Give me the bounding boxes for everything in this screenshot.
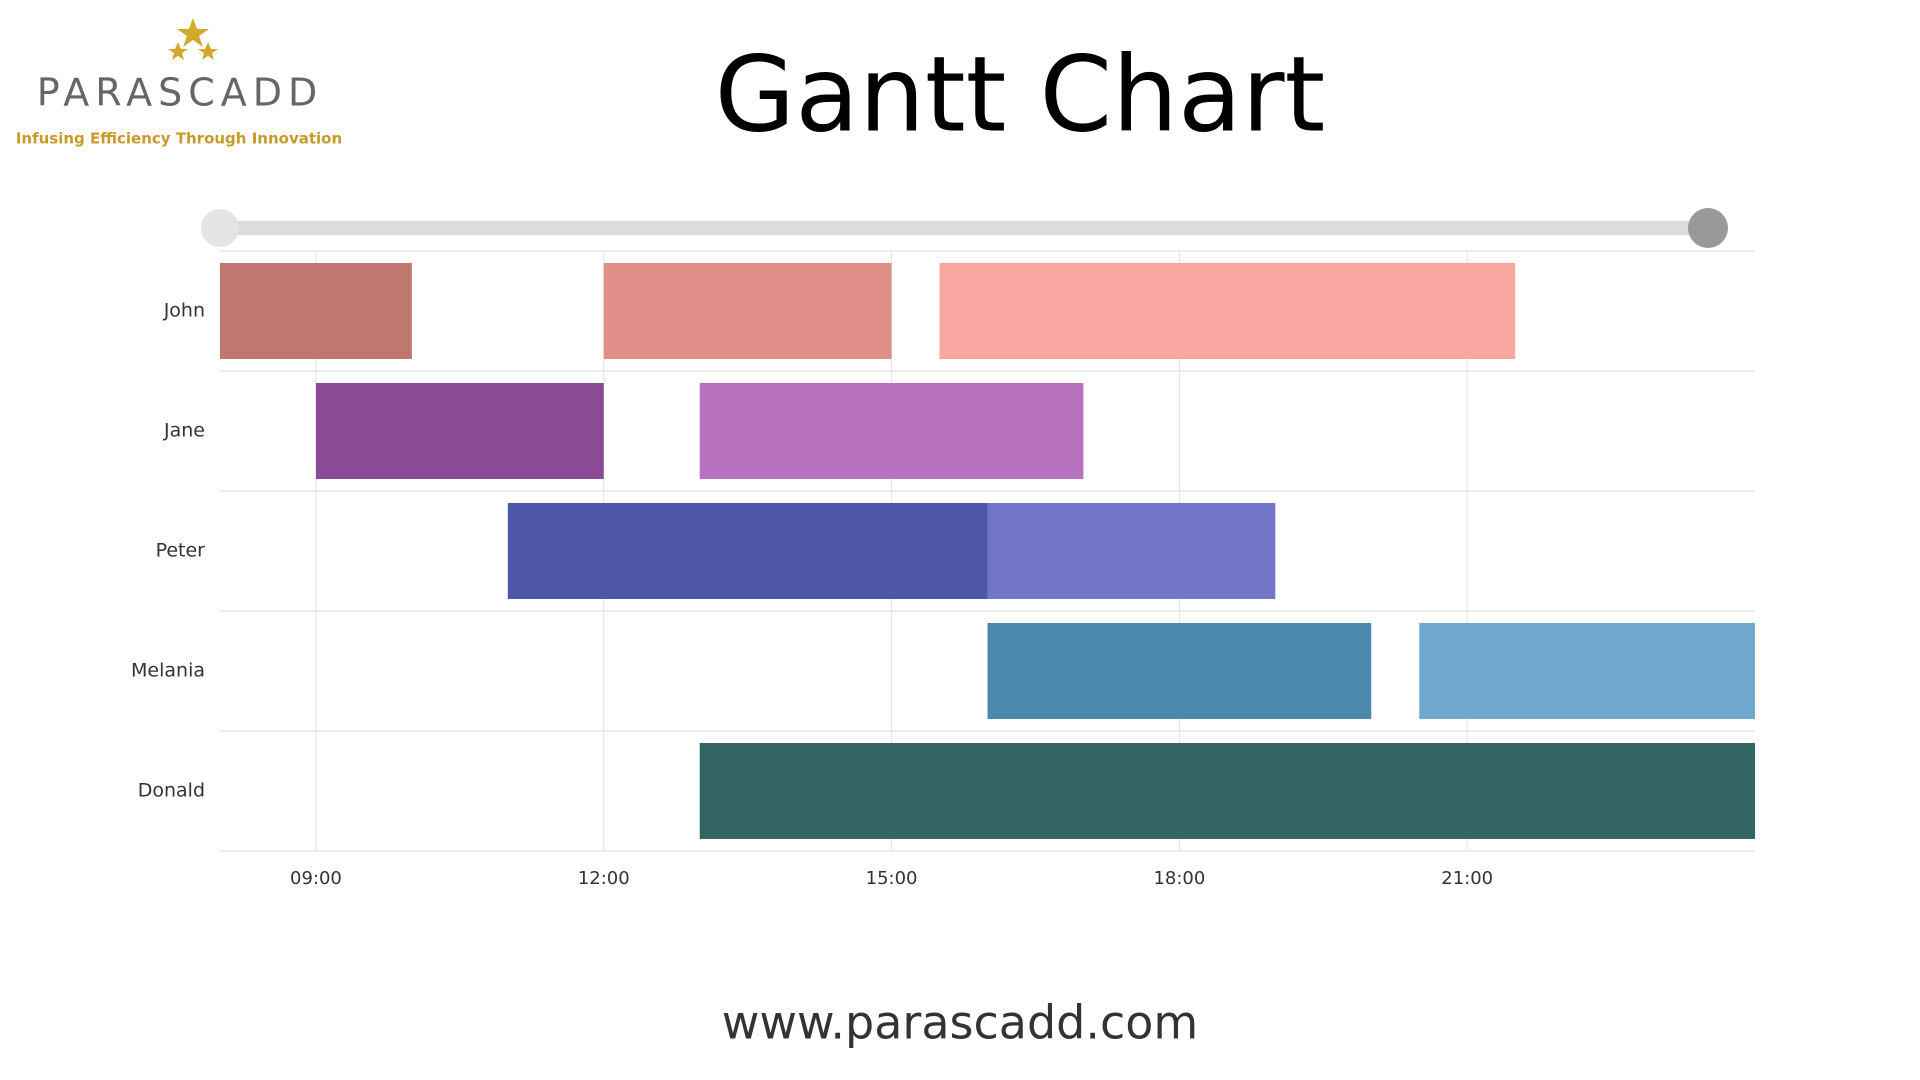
- plot: 09:00 12:00 15:00 18:00 21:00 John Jane Peter Me…: [131, 250, 1755, 889]
- logo-text: PARASCADD: [37, 71, 324, 115]
- x-tick-label: 09:00: [290, 868, 342, 889]
- x-tick-label: 15:00: [866, 868, 918, 889]
- logo-star: [198, 42, 218, 60]
- x-tick-label: 21:00: [1441, 868, 1493, 889]
- y-tick-label: Jane: [163, 420, 205, 442]
- logo-tagline: Infusing Efficiency Through Innovation: [16, 130, 342, 148]
- footer-url: www.parascadd.com: [722, 996, 1198, 1050]
- y-tick-label: Peter: [156, 540, 206, 562]
- y-tick-label: John: [163, 300, 205, 322]
- chart-title: Gantt Chart: [715, 33, 1326, 155]
- task-bar: [987, 623, 1372, 719]
- task-bar: [315, 383, 604, 479]
- x-tick-label: 12:00: [578, 868, 630, 889]
- task-bar: [507, 503, 988, 599]
- slider-handle[interactable]: [201, 209, 239, 247]
- logo-star: [168, 42, 188, 60]
- task-bar: [1419, 623, 1755, 719]
- task-bar: [699, 383, 1084, 479]
- logo-star: [177, 18, 209, 47]
- task-bar: [603, 263, 892, 359]
- y-tick-label: Melania: [131, 660, 205, 682]
- slider-handle[interactable]: [1688, 208, 1728, 248]
- task-bar: [220, 263, 412, 359]
- task-bar: [939, 263, 1516, 359]
- logo: PARASCADD Infusing Efficiency Through In…: [16, 18, 342, 148]
- y-tick-label: Donald: [138, 780, 205, 802]
- range-slider[interactable]: [201, 208, 1728, 248]
- task-bar: [987, 503, 1276, 599]
- x-tick-label: 18:00: [1153, 868, 1205, 889]
- task-bar: [699, 743, 1755, 839]
